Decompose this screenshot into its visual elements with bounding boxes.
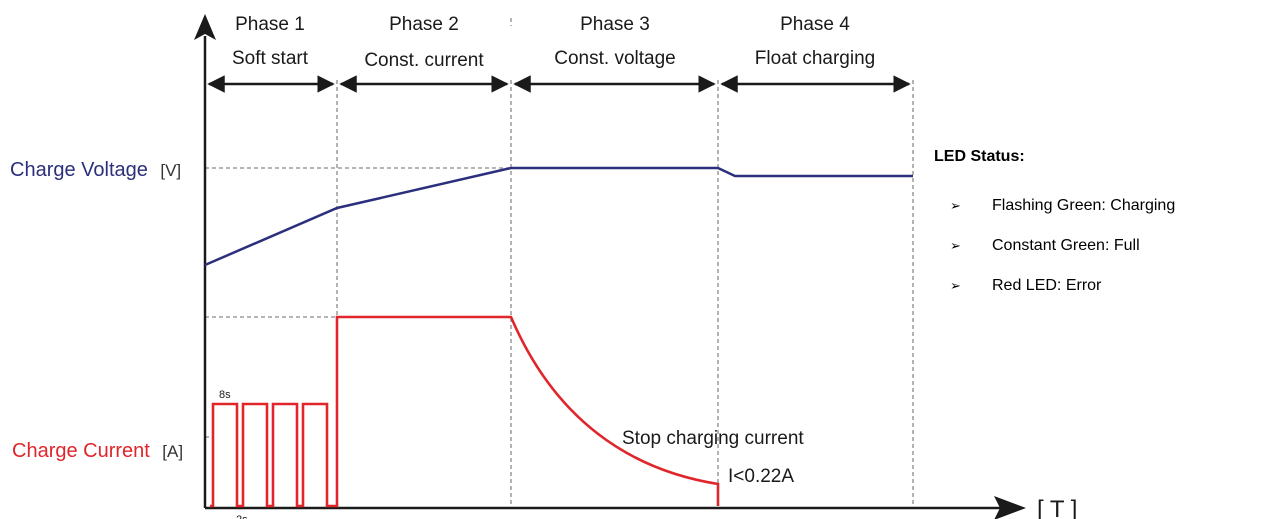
led-status-label: Red LED: Error — [992, 277, 1102, 294]
voltage-curve — [204, 166, 913, 267]
led-status-label: Constant Green: Full — [992, 237, 1140, 254]
led-status-title: LED Status: — [934, 148, 1025, 165]
phase-2-number: Phase 2 — [389, 14, 459, 35]
time-axis-label: [ T ] — [1037, 496, 1077, 519]
phase-3-name: Const. voltage — [554, 48, 675, 69]
current-axis-label: Charge Current [A] — [12, 440, 183, 462]
phase-1-name: Soft start — [232, 48, 309, 69]
current-curve — [210, 315, 720, 508]
arrow-bullet-icon: ➢ — [950, 238, 961, 253]
led-status-panel: LED Status: ➢ Flashing Green: Charging ➢… — [934, 148, 1264, 306]
voltage-axis-label: Charge Voltage [V] — [10, 159, 181, 181]
led-status-item: ➢ Constant Green: Full — [934, 226, 1264, 266]
voltage-axis-name: Charge Voltage — [10, 159, 148, 181]
led-status-item: ➢ Red LED: Error — [934, 266, 1264, 306]
phase-2-name: Const. current — [364, 50, 484, 71]
arrow-bullet-icon: ➢ — [950, 278, 961, 293]
pulse-on-label: 8s — [219, 389, 231, 401]
current-axis-unit: [A] — [162, 442, 183, 461]
stop-charging-note: Stop charging current — [622, 428, 804, 449]
current-axis-name: Charge Current — [12, 440, 150, 462]
arrow-bullet-icon: ➢ — [950, 198, 961, 213]
voltage-axis-unit: [V] — [160, 161, 181, 180]
phase-1-number: Phase 1 — [235, 14, 305, 35]
y-axis-arrowhead — [194, 14, 216, 40]
phase-3-number: Phase 3 — [580, 14, 650, 35]
phase-4-number: Phase 4 — [780, 14, 850, 35]
led-status-item: ➢ Flashing Green: Charging — [934, 186, 1264, 226]
led-status-label: Flashing Green: Charging — [992, 197, 1176, 214]
pulse-off-label: 2s — [236, 514, 248, 519]
x-axis-arrowhead — [994, 496, 1026, 519]
phase-4-name: Float charging — [755, 48, 875, 69]
stop-threshold-note: I<0.22A — [728, 466, 794, 487]
